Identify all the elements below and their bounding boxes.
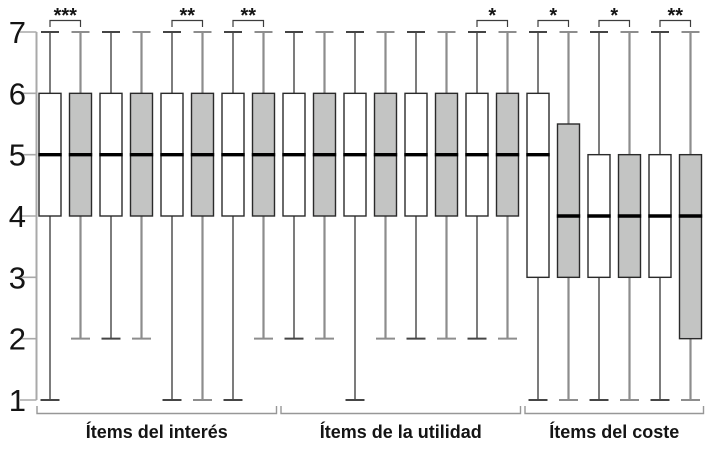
group-bracket — [524, 406, 705, 415]
significance-stars: ** — [240, 5, 256, 27]
y-tick-label: 6 — [9, 76, 26, 111]
group-bracket — [280, 406, 522, 415]
significance-bracket — [232, 19, 265, 27]
box — [678, 153, 703, 340]
significance-stars: * — [488, 5, 496, 27]
group-label: Ítems del interés — [86, 421, 228, 442]
group-bracket — [36, 406, 278, 415]
y-tick-label: 1 — [9, 383, 26, 418]
significance-bracket — [537, 19, 570, 27]
y-tick-label: 5 — [9, 138, 26, 173]
y-tick-label: 2 — [9, 322, 26, 357]
significance-bracket — [476, 19, 509, 27]
significance-bracket — [598, 19, 631, 27]
y-tick-label: 3 — [9, 260, 26, 295]
group-label: Ítems de la utilidad — [320, 421, 482, 442]
box — [526, 92, 550, 279]
significance-bracket — [49, 19, 82, 27]
group-label: Ítems del coste — [549, 421, 679, 442]
y-tick-label: 4 — [9, 199, 26, 234]
significance-bracket — [171, 19, 204, 27]
significance-stars: *** — [54, 5, 78, 27]
significance-stars: * — [610, 5, 618, 27]
y-tick-label: 7 — [9, 15, 26, 50]
significance-bracket — [659, 19, 692, 27]
significance-stars: ** — [179, 5, 195, 27]
significance-stars: * — [549, 5, 557, 27]
significance-stars: ** — [667, 5, 683, 27]
box — [556, 123, 581, 279]
